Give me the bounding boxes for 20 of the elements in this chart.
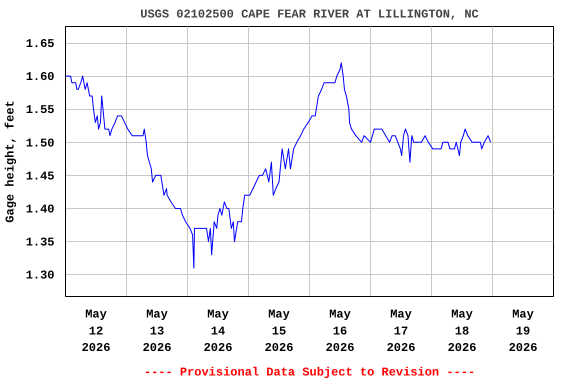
x-tick-label: May 14 2026 xyxy=(204,308,232,356)
text: ---- Provisional Data Subject to Revision ---- xyxy=(144,366,476,380)
x-tick-label: May 15 2026 xyxy=(264,308,294,356)
x-tick-label: May 12 2026 xyxy=(82,308,110,356)
y-tick-label: 1.35 xyxy=(26,236,55,250)
y-tick-label: 1.45 xyxy=(26,169,55,184)
x-tick-label: May 13 2026 xyxy=(142,308,172,356)
y-tick-label: 1.50 xyxy=(26,136,55,150)
x-tick-label: May 16 2026 xyxy=(326,308,354,356)
line-series xyxy=(66,62,492,269)
chart-title: USGS 02102500 CAPE FEAR RIVER AT LILLINGTON, NC xyxy=(140,8,479,22)
x-tick-label: May 18 2026 xyxy=(448,308,476,356)
y-tick-label: 1.60 xyxy=(26,70,55,84)
y-tick-label: 1.55 xyxy=(26,103,55,118)
y-tick-label: 1.65 xyxy=(26,37,55,52)
y-axis-title: Gage height, feet xyxy=(4,100,18,223)
y-tick-label: 1.40 xyxy=(26,202,55,216)
y-tick-label: 1.30 xyxy=(26,268,55,283)
x-tick-label: May 17 2026 xyxy=(386,308,416,356)
x-tick-label: May 19 2026 xyxy=(508,308,538,356)
